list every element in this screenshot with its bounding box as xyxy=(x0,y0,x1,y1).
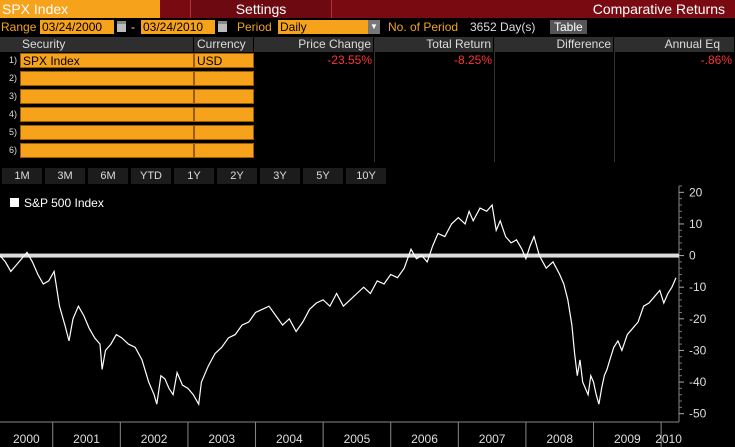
period-3y-button[interactable]: 3Y xyxy=(260,168,300,184)
currency-cell[interactable] xyxy=(194,89,254,104)
period-ytd-button[interactable]: YTD xyxy=(131,168,171,184)
row-number: 5) xyxy=(8,127,17,137)
currency-cell[interactable] xyxy=(194,71,254,86)
column-divider xyxy=(374,52,375,162)
page-title: Comparative Returns xyxy=(592,1,725,17)
period-1m-button[interactable]: 1M xyxy=(2,168,42,184)
x-tick-label: 2003 xyxy=(208,432,235,446)
total-return-value: -8.25% xyxy=(453,53,492,67)
security-cell[interactable] xyxy=(20,89,194,104)
x-tick-label: 2000 xyxy=(13,432,40,446)
period-10y-button[interactable]: 10Y xyxy=(346,168,386,184)
range-dash: - xyxy=(131,20,135,34)
x-tick-label: 2001 xyxy=(73,432,100,446)
y-tick-label: -40 xyxy=(689,375,707,389)
row-number: 3) xyxy=(8,91,17,101)
period-1y-button[interactable]: 1Y xyxy=(174,168,214,184)
x-tick-label: 2008 xyxy=(546,432,573,446)
legend-label: S&P 500 Index xyxy=(24,196,104,210)
table-button[interactable]: Table xyxy=(550,20,587,34)
num-period-label: No. of Period xyxy=(388,20,459,34)
x-axis-band xyxy=(0,424,735,447)
security-tab[interactable]: SPX Index xyxy=(0,0,160,18)
period-2y-button[interactable]: 2Y xyxy=(217,168,257,184)
x-tick-label: 2005 xyxy=(344,432,371,446)
x-tick-label: 2004 xyxy=(276,432,303,446)
row-number: 2) xyxy=(8,73,17,83)
num-period-value: 3652 Day(s) xyxy=(470,20,536,34)
title-bar: SPX Index Settings Comparative Returns xyxy=(0,0,735,18)
period-label: Period xyxy=(237,20,272,34)
security-cell[interactable] xyxy=(20,125,194,140)
header-difference: Difference xyxy=(494,37,614,52)
period-5y-button[interactable]: 5Y xyxy=(303,168,343,184)
end-date-field[interactable]: 03/24/2010 xyxy=(141,20,215,34)
series-line-sp500 xyxy=(0,203,677,407)
security-cell[interactable]: SPX Index xyxy=(20,53,194,68)
price-change-value: -23.55% xyxy=(327,53,372,67)
x-tick-label: 2007 xyxy=(479,432,506,446)
difference-value xyxy=(494,53,612,68)
security-cell[interactable] xyxy=(20,143,194,158)
currency-cell[interactable] xyxy=(194,107,254,122)
end-calendar-icon[interactable] xyxy=(218,21,227,32)
y-tick-label: -10 xyxy=(689,280,707,294)
x-tick-label: 2010 xyxy=(655,432,682,446)
period-buttons: 1M 3M 6M YTD 1Y 2Y 3Y 5Y 10Y xyxy=(0,168,390,184)
row-number: 6) xyxy=(8,145,17,155)
security-cell[interactable] xyxy=(20,107,194,122)
annual-eq-value: -.86% xyxy=(700,53,732,67)
currency-cell[interactable]: USD xyxy=(194,53,254,68)
period-6m-button[interactable]: 6M xyxy=(88,168,128,184)
column-divider xyxy=(494,52,495,162)
header-price-change: Price Change xyxy=(254,37,374,52)
chevron-down-icon[interactable]: ▼ xyxy=(368,20,380,34)
x-tick-label: 2002 xyxy=(141,432,168,446)
y-tick-label: 0 xyxy=(689,249,696,263)
x-tick-label: 2009 xyxy=(614,432,641,446)
currency-cell[interactable] xyxy=(194,143,254,158)
range-row: Range 03/24/2000 - 03/24/2010 Period Dai… xyxy=(0,19,735,36)
period-3m-button[interactable]: 3M xyxy=(45,168,85,184)
period-select[interactable]: Daily xyxy=(278,20,368,34)
header-security: Security xyxy=(0,37,194,52)
y-tick-label: -50 xyxy=(689,407,707,421)
y-tick-label: -20 xyxy=(689,312,707,326)
legend-swatch xyxy=(10,198,19,207)
security-grid: Security Currency Price Change Total Ret… xyxy=(0,37,735,162)
start-calendar-icon[interactable] xyxy=(117,21,126,32)
security-cell[interactable] xyxy=(20,71,194,86)
zero-line xyxy=(0,253,679,258)
y-tick-label: 20 xyxy=(689,185,703,199)
y-tick-label: 10 xyxy=(689,217,703,231)
header-total-return: Total Return xyxy=(374,37,494,52)
currency-cell[interactable] xyxy=(194,125,254,140)
column-divider xyxy=(614,52,615,162)
row-number: 1) xyxy=(8,55,17,65)
x-tick-label: 2006 xyxy=(411,432,438,446)
y-tick-label: -30 xyxy=(689,343,707,357)
start-date-field[interactable]: 03/24/2000 xyxy=(40,20,114,34)
range-label: Range xyxy=(1,20,37,34)
row-number: 4) xyxy=(8,109,17,119)
header-currency: Currency xyxy=(194,37,254,52)
settings-tab[interactable]: Settings xyxy=(190,0,332,18)
header-annual-eq: Annual Eq xyxy=(614,37,735,52)
